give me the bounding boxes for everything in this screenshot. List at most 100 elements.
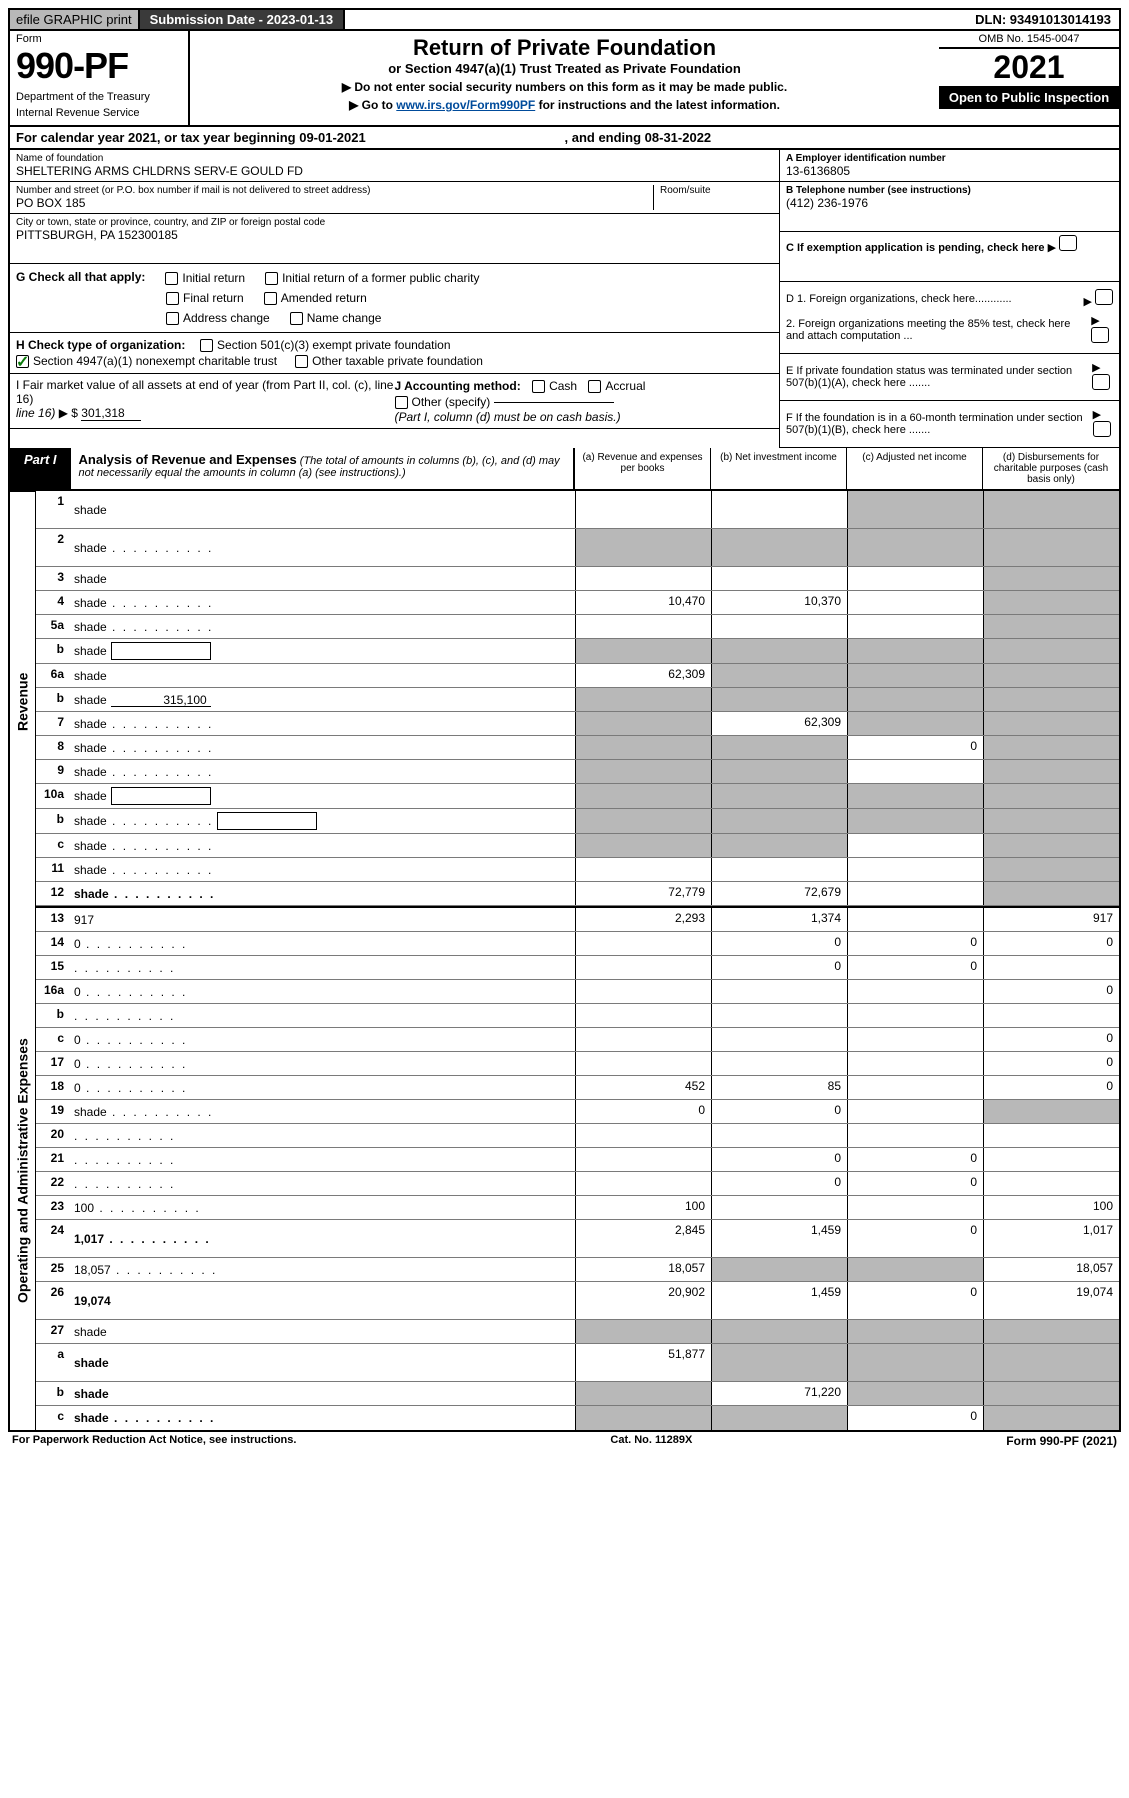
value-cell <box>983 784 1119 808</box>
table-row: bshade <box>36 639 1119 664</box>
value-cell <box>847 1196 983 1219</box>
addr-value: PO BOX 185 <box>16 196 653 210</box>
line-desc: 1,017 <box>70 1220 575 1257</box>
chk-address-change[interactable] <box>166 312 179 325</box>
chk-d1[interactable] <box>1095 289 1113 305</box>
section-j: J Accounting method: Cash Accrual Other … <box>395 378 774 424</box>
instr-2-pre: ▶ Go to <box>349 98 396 112</box>
value-cell <box>847 712 983 735</box>
chk-4947a1[interactable] <box>16 355 29 368</box>
line-number: b <box>36 809 70 833</box>
value-cell <box>983 1124 1119 1147</box>
chk-501c3[interactable] <box>200 339 213 352</box>
main-table: Revenue Operating and Administrative Exp… <box>8 491 1121 1432</box>
line-desc: shade <box>70 834 575 857</box>
chk-initial-public[interactable] <box>265 272 278 285</box>
line-desc: 0 <box>70 1028 575 1051</box>
value-cell: 0 <box>983 980 1119 1003</box>
value-cell <box>575 1172 711 1195</box>
value-cell: 62,309 <box>575 664 711 687</box>
addr-label: Number and street (or P.O. box number if… <box>16 185 653 196</box>
j-label: J Accounting method: <box>395 379 521 393</box>
value-cell: 51,877 <box>575 1344 711 1381</box>
line-desc: 917 <box>70 908 575 931</box>
value-cell: 0 <box>847 1406 983 1430</box>
dln: DLN: 93491013014193 <box>967 10 1119 29</box>
table-row: 2518,05718,05718,057 <box>36 1258 1119 1282</box>
value-cell <box>983 688 1119 711</box>
value-cell <box>983 615 1119 638</box>
line-desc: shade <box>70 529 575 566</box>
line-desc: shade <box>70 591 575 614</box>
value-cell: 72,779 <box>575 882 711 905</box>
f-arrow: ▶ <box>1093 409 1101 421</box>
value-cell: 0 <box>847 956 983 979</box>
chk-amended[interactable] <box>264 292 277 305</box>
value-cell <box>711 639 847 663</box>
d2-label: 2. Foreign organizations meeting the 85%… <box>786 318 1091 342</box>
j-accrual: Accrual <box>605 379 645 393</box>
value-cell <box>983 491 1119 528</box>
instr-link[interactable]: www.irs.gov/Form990PF <box>396 98 535 112</box>
value-cell <box>575 809 711 833</box>
line-number: a <box>36 1344 70 1381</box>
col-d-head: (d) Disbursements for charitable purpose… <box>983 448 1119 489</box>
value-cell <box>983 529 1119 566</box>
table-row: 6ashade62,309 <box>36 664 1119 688</box>
chk-f[interactable] <box>1093 421 1111 437</box>
chk-c[interactable] <box>1059 235 1077 251</box>
inline-line: 315,100 <box>111 693 211 707</box>
chk-d2[interactable] <box>1091 327 1109 343</box>
chk-other-method[interactable] <box>395 396 408 409</box>
d2-arrow: ▶ <box>1091 315 1099 327</box>
value-cell: 0 <box>711 956 847 979</box>
chk-cash[interactable] <box>532 380 545 393</box>
g-opt-1: Initial return of a former public charit… <box>282 271 479 285</box>
line-number: c <box>36 1406 70 1430</box>
line-number: 6a <box>36 664 70 687</box>
phone-value: (412) 236-1976 <box>786 196 1113 210</box>
value-cell <box>983 858 1119 881</box>
top-bar: efile GRAPHIC print Submission Date - 20… <box>8 8 1121 31</box>
value-cell <box>847 615 983 638</box>
g-opt-0: Initial return <box>182 271 245 285</box>
chk-e[interactable] <box>1092 374 1110 390</box>
value-cell: 0 <box>847 1282 983 1319</box>
line-desc: shade <box>70 736 575 759</box>
chk-final-return[interactable] <box>166 292 179 305</box>
chk-other-taxable[interactable] <box>295 355 308 368</box>
value-cell <box>983 712 1119 735</box>
line-desc: shade <box>70 664 575 687</box>
ein-value: 13-6136805 <box>786 164 1113 178</box>
value-cell <box>983 736 1119 759</box>
value-cell <box>575 1320 711 1343</box>
value-cell <box>847 908 983 931</box>
name-cell: Name of foundation SHELTERING ARMS CHLDR… <box>10 150 779 182</box>
line-number: 2 <box>36 529 70 566</box>
d-cell: D 1. Foreign organizations, check here..… <box>780 282 1119 354</box>
value-cell: 0 <box>983 932 1119 955</box>
dept-treasury: Department of the Treasury <box>16 91 182 103</box>
chk-accrual[interactable] <box>588 380 601 393</box>
line-number: 14 <box>36 932 70 955</box>
value-cell <box>983 1406 1119 1430</box>
line-desc: shade <box>70 809 575 833</box>
value-cell <box>983 882 1119 905</box>
table-row: b <box>36 1004 1119 1028</box>
line-number: 18 <box>36 1076 70 1099</box>
form-number: 990-PF <box>16 45 182 87</box>
j-other-line <box>494 402 614 403</box>
value-cell <box>711 858 847 881</box>
footer-right: Form 990-PF (2021) <box>1006 1434 1117 1448</box>
chk-initial-return[interactable] <box>165 272 178 285</box>
chk-name-change[interactable] <box>290 312 303 325</box>
value-cell <box>847 567 983 590</box>
value-cell <box>847 882 983 905</box>
value-cell <box>847 664 983 687</box>
value-cell <box>711 980 847 1003</box>
part-i-header: Part I Analysis of Revenue and Expenses … <box>8 448 1121 491</box>
value-cell <box>847 1028 983 1051</box>
value-cell <box>847 1124 983 1147</box>
value-cell <box>575 529 711 566</box>
value-cell: 0 <box>847 932 983 955</box>
